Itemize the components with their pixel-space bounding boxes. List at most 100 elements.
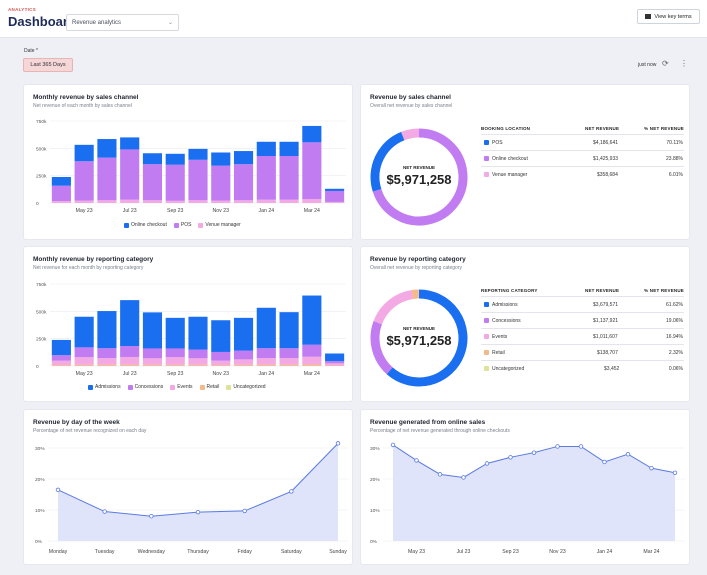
row-value: $1,011,607 bbox=[593, 334, 618, 340]
x-tick-label: Monday bbox=[49, 549, 68, 555]
data-point bbox=[414, 458, 419, 463]
data-point bbox=[55, 487, 61, 493]
row-pct: 6.01% bbox=[668, 172, 683, 178]
x-tick-label: Friday bbox=[237, 549, 252, 555]
date-filter-button[interactable]: Last 365 Days bbox=[23, 58, 73, 72]
legend-item: Retail bbox=[199, 384, 219, 390]
row-name: Uncategorized bbox=[492, 366, 525, 372]
data-point bbox=[437, 472, 443, 477]
monthly-revenue-by-category-card: Monthly revenue by reporting category Ne… bbox=[23, 246, 353, 402]
data-point bbox=[149, 513, 154, 519]
legend-label: Venue manager bbox=[205, 222, 241, 228]
bar-segment bbox=[165, 164, 185, 201]
row-pct: 19.06% bbox=[666, 318, 683, 324]
table-row bbox=[481, 285, 684, 297]
bar-segment bbox=[256, 141, 276, 156]
area-fill bbox=[58, 443, 338, 541]
card-subtitle: Net revenue for each month by reporting … bbox=[33, 265, 144, 271]
data-point bbox=[555, 444, 560, 449]
legend-item: Concessions bbox=[127, 384, 163, 390]
revenue-by-day-card: Revenue by day of the week Percentage of… bbox=[23, 409, 353, 565]
view-key-terms-button[interactable]: View key terms bbox=[637, 9, 700, 24]
bar-segment bbox=[302, 356, 322, 365]
bar-segment bbox=[51, 365, 71, 366]
row-value: $1,137,921 bbox=[593, 318, 619, 324]
bar-segment bbox=[165, 357, 185, 365]
page-header: ANALYTICS Dashboard: Revenue analytics ⌄… bbox=[0, 0, 707, 38]
row-pct: 16.94% bbox=[666, 334, 683, 340]
card-subtitle: Percentage of net revenue recognized on … bbox=[33, 428, 147, 434]
x-tick-label: May 23 bbox=[408, 549, 425, 555]
data-point bbox=[649, 465, 654, 471]
bar-segment bbox=[256, 199, 276, 203]
net-revenue-label: NET REVENUE bbox=[402, 326, 435, 331]
bar-segment bbox=[279, 155, 299, 200]
table-row: Admissions $3,679,571 61.62% bbox=[481, 297, 684, 313]
row-pct: 61.62% bbox=[666, 302, 683, 308]
data-point bbox=[531, 450, 537, 455]
data-point bbox=[602, 459, 607, 465]
row-name: Admissions bbox=[492, 302, 518, 308]
bar-segment bbox=[325, 353, 345, 362]
x-tick-label: Sunday bbox=[329, 549, 347, 555]
bar-segment bbox=[120, 149, 140, 200]
dashboard-select-value: Revenue analytics bbox=[72, 20, 122, 26]
legend-label: Online checkout bbox=[131, 222, 167, 228]
row-swatch bbox=[484, 366, 489, 371]
data-point bbox=[102, 509, 107, 514]
row-swatch bbox=[484, 318, 489, 323]
dashboard-select[interactable]: Revenue analytics ⌄ bbox=[66, 14, 179, 31]
y-tick-label: 750k bbox=[36, 282, 47, 288]
bar-segment bbox=[188, 159, 208, 201]
row-value: $358,684 bbox=[597, 172, 618, 178]
x-tick-label: Saturday bbox=[281, 549, 302, 555]
monthly-channel-chart: 0 250k 500k 750k May 23 Jul 23 Sep 23 Nov 23 Jan… bbox=[36, 119, 346, 214]
bar-segment bbox=[188, 349, 208, 359]
data-point bbox=[289, 489, 294, 494]
more-options-icon[interactable]: ⋮ bbox=[680, 59, 688, 68]
x-tick-label: Jan 24 bbox=[259, 371, 275, 377]
x-tick-label: Jul 23 bbox=[457, 549, 471, 555]
view-key-terms-label: View key terms bbox=[654, 13, 692, 20]
x-tick-label: Nov 23 bbox=[213, 208, 230, 214]
bar-segment bbox=[97, 139, 117, 158]
bar-segment bbox=[142, 153, 163, 165]
y-tick-label: 20% bbox=[35, 477, 45, 483]
x-tick-label: Mar 24 bbox=[304, 371, 320, 377]
chart-legend: Online checkout POS Venue manager bbox=[124, 222, 241, 228]
card-subtitle: Net revenue of each month by sales chann… bbox=[33, 103, 132, 109]
row-swatch bbox=[484, 350, 489, 355]
donut-slice bbox=[370, 131, 405, 192]
bar-segment bbox=[51, 176, 71, 186]
bar-segment bbox=[165, 364, 185, 366]
card-title: Revenue generated from online sales bbox=[370, 419, 486, 426]
data-point bbox=[578, 444, 584, 449]
bar-segment bbox=[97, 364, 117, 366]
bar-segment bbox=[74, 316, 94, 348]
revenue-by-category-card: Revenue by reporting category Overall ne… bbox=[360, 246, 690, 402]
data-point bbox=[242, 508, 247, 514]
y-tick-label: 10% bbox=[35, 508, 45, 514]
legend-label: Uncategorized bbox=[233, 384, 266, 390]
bar-segment bbox=[120, 346, 140, 357]
legend-item: POS bbox=[173, 222, 191, 228]
data-point bbox=[335, 441, 341, 446]
refresh-icon[interactable]: ⟳ bbox=[662, 59, 669, 68]
donut-slice bbox=[373, 290, 414, 325]
bar-segment bbox=[256, 155, 276, 200]
y-tick-label: 0 bbox=[36, 201, 39, 207]
row-value: $3,679,571 bbox=[593, 302, 619, 308]
bar-segment bbox=[279, 358, 299, 365]
y-tick-label: 30% bbox=[35, 446, 45, 452]
day-of-week-chart: 0% 10% 20% 30% Monday Tuesday Wednesday Thursda… bbox=[35, 441, 348, 555]
table-row: Concessions $1,137,921 19.06% bbox=[481, 313, 684, 329]
legend-label: Admissions bbox=[95, 384, 121, 390]
row-value: $1,425,933 bbox=[593, 156, 619, 162]
x-tick-label: Nov 23 bbox=[213, 371, 230, 377]
bar-segment bbox=[165, 348, 185, 358]
card-title: Monthly revenue by sales channel bbox=[33, 94, 139, 101]
bar-segment bbox=[233, 164, 254, 201]
legend-swatch bbox=[173, 222, 179, 228]
row-swatch bbox=[484, 156, 489, 161]
row-swatch bbox=[484, 302, 489, 307]
